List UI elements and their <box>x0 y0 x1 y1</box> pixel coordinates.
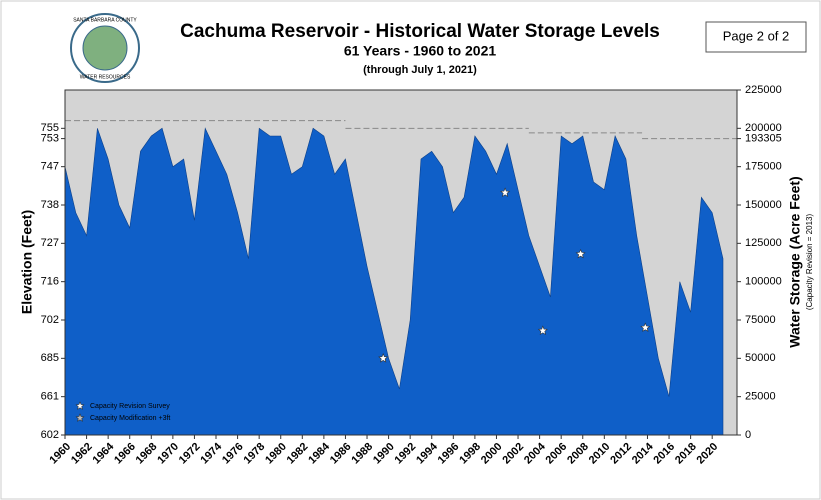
x-tick-label: 1982 <box>285 441 311 467</box>
y-tick-label: 727 <box>41 237 59 249</box>
survey-marker <box>378 353 389 363</box>
legend-marker <box>75 413 85 422</box>
y-tick-label: 685 <box>41 352 59 364</box>
x-tick-label: 1972 <box>177 441 203 467</box>
x-tick-label: 1968 <box>134 441 160 467</box>
x-tick-label: 2004 <box>522 440 548 466</box>
y2-tick-label: 225000 <box>745 84 782 96</box>
x-tick-label: 1974 <box>198 440 224 466</box>
survey-marker <box>575 248 586 259</box>
y-tick-label: 702 <box>41 314 59 326</box>
x-tick-label: 1960 <box>47 441 73 467</box>
x-tick-label: 1986 <box>328 441 354 467</box>
x-tick-label: 2018 <box>673 441 699 467</box>
x-tick-label: 2010 <box>587 441 613 467</box>
storage-area <box>64 127 724 436</box>
legend-label: Capacity Revision Survey <box>90 403 170 410</box>
y-tick-label: 753 <box>41 133 59 145</box>
x-tick-label: 2014 <box>630 440 656 466</box>
x-tick-label: 1988 <box>349 441 375 467</box>
y-tick-label: 602 <box>41 429 59 441</box>
logo-top: SANTA BARBARA COUNTY <box>73 17 137 23</box>
x-tick-label: 1966 <box>112 441 138 467</box>
chart-subtitle: 61 Years - 1960 to 2021 <box>344 43 497 59</box>
legend-label: Capacity Modification +3ft <box>90 415 170 422</box>
x-tick-label: 1998 <box>457 441 483 467</box>
x-tick-label: 1984 <box>306 440 332 466</box>
survey-marker <box>500 187 511 198</box>
chart-note: (through July 1, 2021) <box>363 64 477 76</box>
y-tick-label: 747 <box>41 161 59 173</box>
x-tick-label: 1964 <box>91 440 117 466</box>
y2-axis-label: Water Storage (Acre Feet) <box>787 176 803 347</box>
x-tick-label: 1978 <box>242 441 268 467</box>
x-tick-label: 1980 <box>263 441 289 467</box>
x-tick-label: 2012 <box>608 441 634 467</box>
x-tick-label: 1976 <box>220 441 246 467</box>
y2-tick-label: 200000 <box>745 122 782 134</box>
y2-tick-label: 193305 <box>745 133 782 145</box>
logo-bottom: WATER RESOURCES <box>80 74 131 80</box>
y-axis-label: Elevation (Feet) <box>19 210 35 314</box>
y2-tick-label: 25000 <box>745 391 776 403</box>
y2-axis-sublabel: (Capacity Revision = 2013) <box>805 214 814 311</box>
y2-tick-label: 150000 <box>745 199 782 211</box>
y-tick-label: 755 <box>41 122 59 134</box>
survey-marker <box>640 322 651 332</box>
y2-tick-label: 50000 <box>745 352 776 364</box>
logo-center <box>82 25 128 71</box>
y2-tick-label: 125000 <box>745 237 782 249</box>
x-tick-label: 1962 <box>69 441 95 467</box>
logo: SANTA BARBARA COUNTY WATER RESOURCES <box>70 13 140 83</box>
x-tick-label: 2000 <box>479 441 505 467</box>
x-tick-label: 1990 <box>371 441 397 467</box>
y-tick-label: 661 <box>41 391 59 403</box>
page-box <box>705 21 807 53</box>
y2-tick-label: 100000 <box>745 276 782 288</box>
survey-marker <box>537 325 548 336</box>
y-tick-label: 738 <box>41 199 59 211</box>
y2-tick-label: 175000 <box>745 161 782 173</box>
y2-tick-label: 75000 <box>745 314 776 326</box>
y-tick-label: 716 <box>41 276 59 288</box>
x-tick-label: 2016 <box>651 441 677 467</box>
x-tick-label: 2006 <box>544 441 570 467</box>
chart-title: Cachuma Reservoir - Historical Water Sto… <box>180 21 660 42</box>
x-tick-label: 1994 <box>414 440 440 466</box>
plot-border <box>64 89 738 436</box>
x-tick-label: 1992 <box>393 441 419 467</box>
x-tick-label: 1970 <box>155 441 181 467</box>
x-tick-label: 1996 <box>436 441 462 467</box>
x-tick-label: 2002 <box>500 441 526 467</box>
y2-tick-label: 0 <box>745 429 751 441</box>
x-tick-label: 2008 <box>565 441 591 467</box>
x-tick-label: 2020 <box>695 441 721 467</box>
legend-marker <box>75 401 85 410</box>
page-label: Page 2 of 2 <box>723 28 790 43</box>
